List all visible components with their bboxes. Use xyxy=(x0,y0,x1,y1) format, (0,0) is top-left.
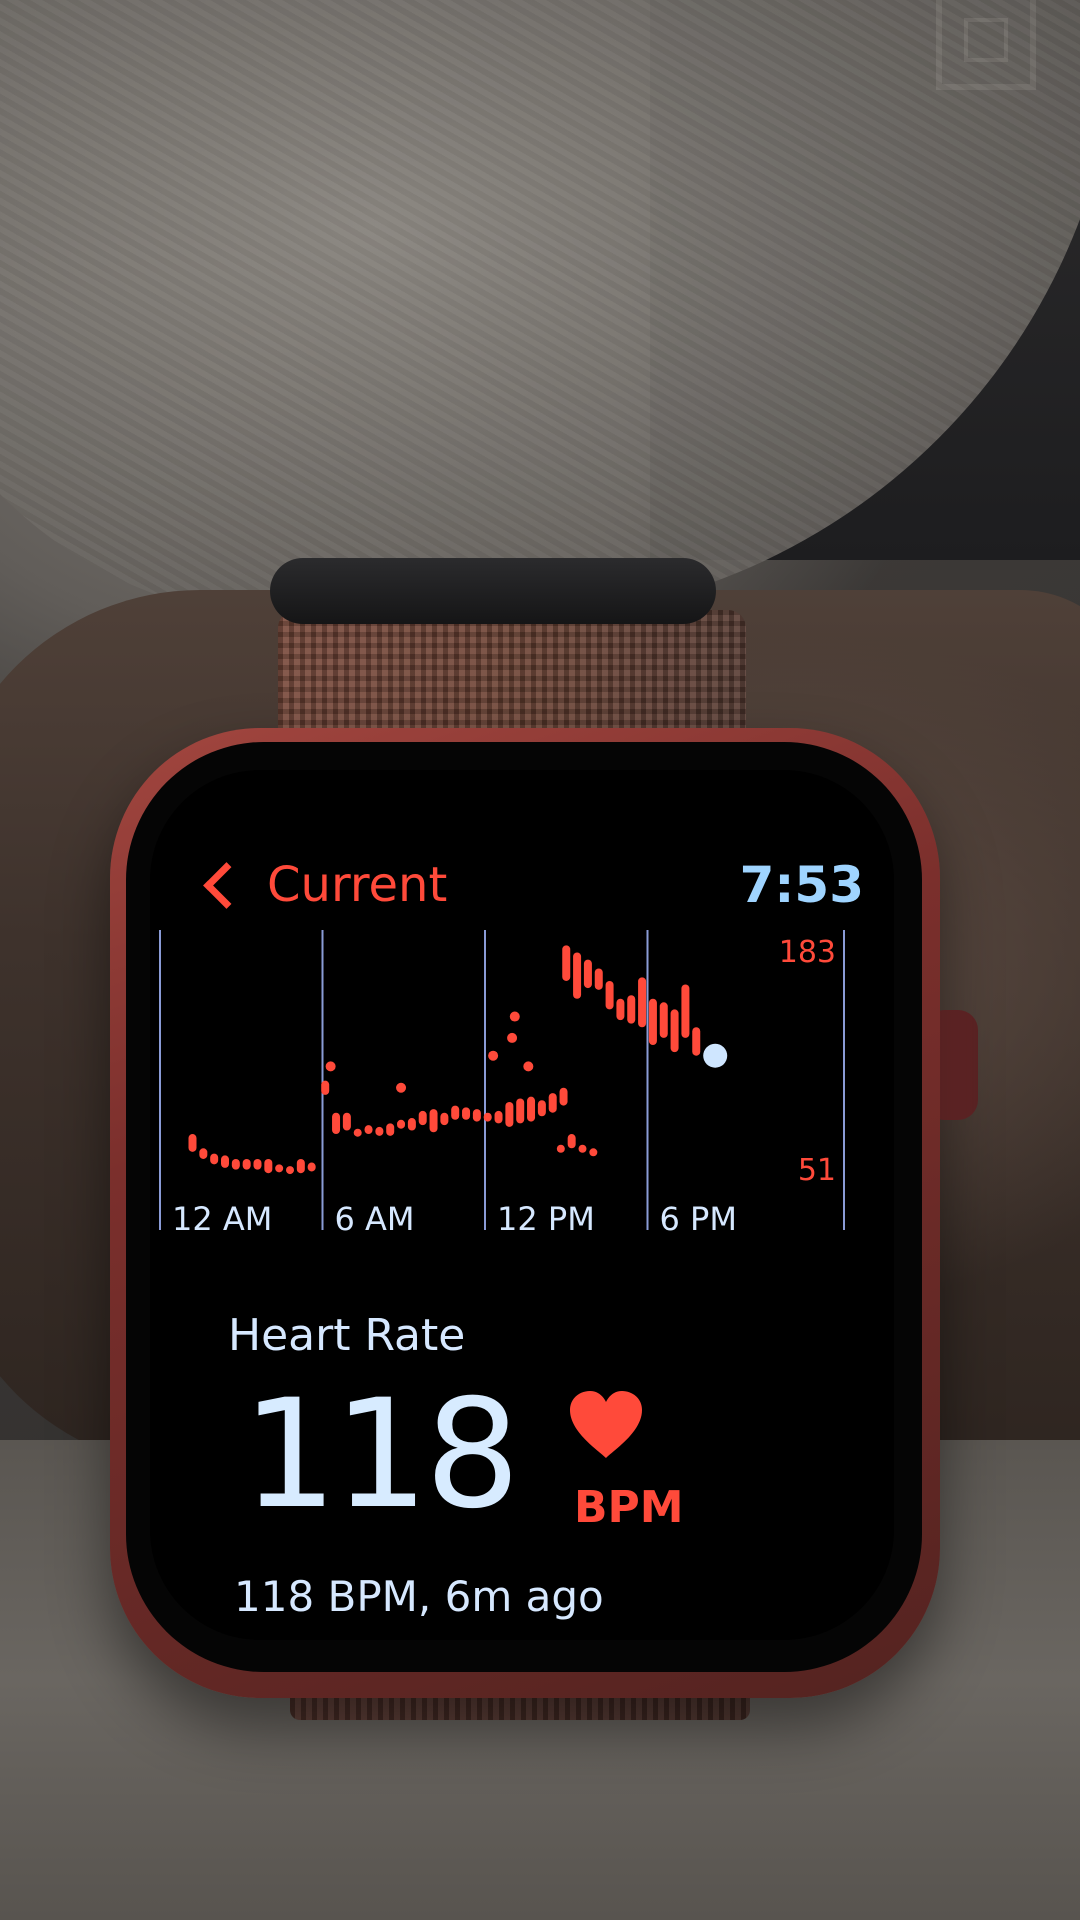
x-tick-label: 12 PM xyxy=(497,1200,595,1238)
heart-rate-range-bar xyxy=(253,1158,262,1170)
x-tick-label: 6 AM xyxy=(335,1200,415,1238)
heart-rate-range-bar xyxy=(537,1100,546,1117)
heart-rate-range-bar xyxy=(567,1134,576,1149)
heart-rate-range-bar xyxy=(594,968,603,990)
heart-rate-range-bar xyxy=(605,980,614,1010)
chevron-left-icon xyxy=(203,861,250,909)
clock-time: 7:53 xyxy=(739,856,864,914)
x-tick-label: 12 AM xyxy=(172,1200,272,1238)
chart-marks xyxy=(188,945,728,1175)
heart-rate-range-bar xyxy=(342,1112,351,1131)
heart-rate-range-bar xyxy=(562,945,571,981)
heart-rate-range-bar xyxy=(429,1109,438,1133)
chart-labels: 12 AM 6 AM 12 PM 6 PM 183 51 xyxy=(172,935,836,1238)
heart-rate-sample-dot xyxy=(488,1050,499,1061)
watch-screen: Current 7:53 12 AM 6 AM 12 PM 6 PM 183 51 Hea… xyxy=(150,770,894,1640)
heart-rate-range-bar xyxy=(527,1096,536,1122)
heart-rate-sample-dot xyxy=(325,1061,336,1072)
heart-rate-range-bar xyxy=(321,1080,330,1095)
heart-rate-range-bar xyxy=(627,995,636,1024)
heart-rate-range-bar xyxy=(231,1158,240,1170)
heart-rate-value: 118 xyxy=(242,1368,520,1542)
heart-rate-range-bar xyxy=(264,1158,273,1174)
heart-rate-sample-dot xyxy=(523,1061,534,1072)
heart-rate-range-bar xyxy=(556,1144,565,1153)
heart-rate-range-bar xyxy=(578,1144,587,1153)
heart-rate-range-bar xyxy=(494,1110,503,1124)
heart-rate-range-bar xyxy=(296,1158,305,1174)
heart-rate-range-bar xyxy=(188,1134,197,1152)
heart-rate-range-bar xyxy=(483,1112,492,1122)
heart-rate-unit: BPM xyxy=(574,1482,684,1533)
heart-rate-range-bar xyxy=(440,1112,449,1126)
heart-rate-range-bar xyxy=(375,1126,384,1136)
heart-rate-range-bar xyxy=(638,977,647,1028)
heart-rate-range-bar xyxy=(286,1166,294,1175)
band-keeper xyxy=(270,558,716,624)
heart-rate-range-bar xyxy=(659,1002,668,1038)
current-reading-dot xyxy=(703,1043,728,1068)
heart-rate-range-bar xyxy=(472,1109,481,1122)
heart-rate-range-bar xyxy=(275,1164,284,1173)
back-label: Current xyxy=(267,857,448,913)
metric-title: Heart Rate xyxy=(228,1310,466,1361)
heart-rate-range-bar xyxy=(221,1155,229,1168)
heart-rate-range-bar xyxy=(332,1112,341,1135)
y-max-label: 183 xyxy=(779,935,836,970)
heart-rate-range-bar xyxy=(451,1105,460,1120)
heart-rate-range-bar xyxy=(616,998,625,1021)
heart-rate-range-bar xyxy=(559,1087,568,1106)
header: Current 7:53 xyxy=(150,770,894,914)
y-min-label: 51 xyxy=(798,1153,836,1188)
heart-rate-range-bar xyxy=(548,1093,557,1113)
heart-rate-range-bar xyxy=(573,952,582,999)
heart-rate-range-bar xyxy=(681,984,690,1038)
heart-rate-range-bar xyxy=(199,1148,208,1159)
heart-rate-range-bar xyxy=(386,1123,395,1136)
heart-rate-sample-dot xyxy=(509,1011,520,1022)
heart-icon xyxy=(570,1391,642,1458)
heart-rate-range-bar xyxy=(648,998,657,1046)
x-tick-label: 6 PM xyxy=(660,1200,737,1238)
heart-rate-range-bar xyxy=(516,1098,525,1124)
heart-rate-range-bar xyxy=(210,1153,219,1165)
heart-rate-range-bar xyxy=(418,1110,427,1126)
heart-rate-range-bar xyxy=(670,1009,679,1053)
heart-rate-range-bar xyxy=(307,1162,316,1172)
heart-rate-sample-dot xyxy=(507,1032,518,1043)
heart-rate-range-bar xyxy=(505,1102,514,1127)
heart-rate-chart[interactable]: 12 AM 6 AM 12 PM 6 PM 183 51 xyxy=(150,930,894,1250)
heart-rate-range-bar xyxy=(692,1027,701,1056)
heart-rate-range-bar xyxy=(583,959,592,989)
heart-rate-range-bar xyxy=(589,1148,598,1157)
last-reading: 118 BPM, 6m ago xyxy=(234,1572,604,1621)
heart-rate-range-bar xyxy=(397,1119,406,1129)
heart-rate-range-bar xyxy=(242,1158,251,1170)
chart-grid xyxy=(159,930,845,1230)
back-button[interactable]: Current xyxy=(200,850,447,920)
heart-rate-range-bar xyxy=(364,1125,373,1135)
heart-rate-range-bar xyxy=(407,1118,416,1131)
heart-rate-range-bar xyxy=(353,1128,362,1137)
heart-rate-range-bar xyxy=(462,1107,471,1120)
heart-rate-sample-dot xyxy=(396,1082,407,1093)
